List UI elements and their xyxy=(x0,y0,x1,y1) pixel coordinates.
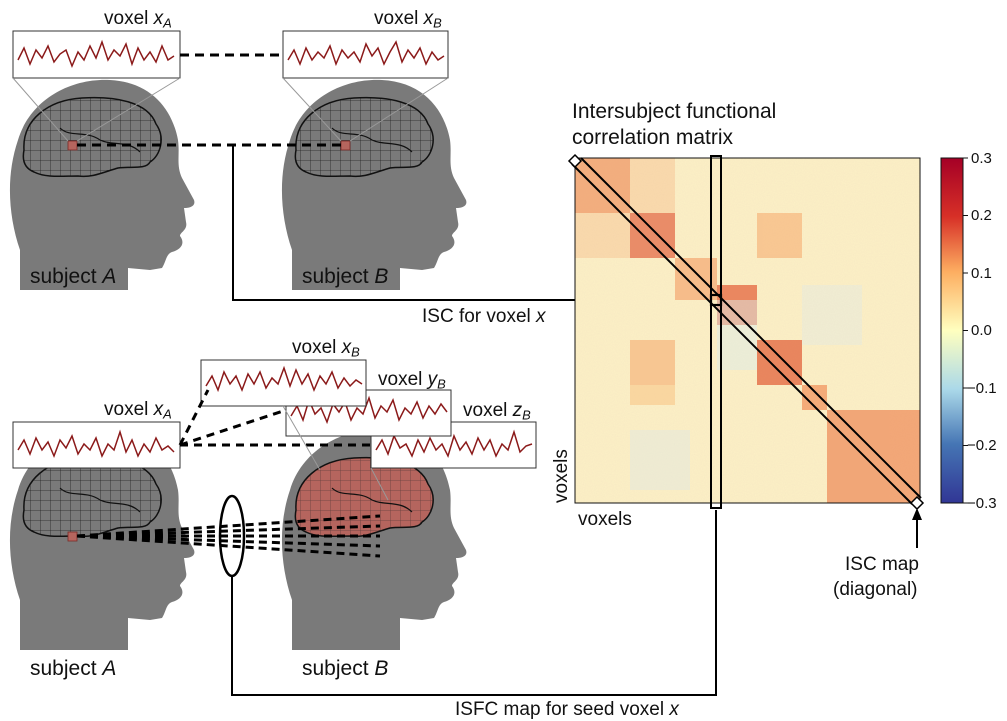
bottom-panel xyxy=(9,359,717,696)
trace-box-xb xyxy=(200,359,367,407)
voxel-square-a-bottom xyxy=(67,531,78,542)
isfc-matrix xyxy=(567,153,925,548)
isc-map-label-line2: (diagonal) xyxy=(833,579,918,600)
colorbar-gradient xyxy=(940,157,964,504)
trace-box-a-bottom xyxy=(12,421,181,469)
label-voxel-xa-bottom: voxel xA xyxy=(104,399,172,422)
label-voxel-yb: voxel yB xyxy=(378,369,446,392)
matrix-x-axis-label: voxels xyxy=(578,509,632,530)
trace-a-top xyxy=(17,39,175,69)
label-voxel-xa-top: voxel xA xyxy=(104,8,172,31)
callout-a-top-l xyxy=(12,77,69,142)
seed-fan xyxy=(76,514,381,558)
brain-fold-b-top xyxy=(331,127,413,153)
colorbar-tick-0: 0.3 xyxy=(971,150,992,167)
callout-a-top-r xyxy=(76,77,181,142)
colorbar-tick-marks xyxy=(963,157,968,504)
callout-b-top-r xyxy=(349,77,449,142)
matrix-diagonal-line-2 xyxy=(580,157,922,499)
matrix-frame xyxy=(574,157,921,504)
trace-a-bottom xyxy=(17,429,175,459)
label-subject-a-bottom: subject A xyxy=(30,657,117,680)
brain-fold-b-bottom xyxy=(331,487,413,513)
trace-xb xyxy=(205,365,363,393)
colorbar-tick-5: −0.2 xyxy=(967,437,997,454)
isfc-connector xyxy=(231,510,717,696)
callout-b-bottom-2 xyxy=(370,467,389,501)
colorbar-tick-4: −0.1 xyxy=(967,380,997,397)
matrix-isc-cell xyxy=(709,293,723,307)
matrix-blocks xyxy=(575,158,920,503)
isc-map-label-line1: ISC map xyxy=(845,554,919,575)
colorbar-tick-2: 0.1 xyxy=(971,265,992,282)
label-voxel-xb-bottom: voxel xB xyxy=(292,337,360,360)
voxel-square-a-top xyxy=(67,140,78,151)
callout-b-top-l xyxy=(282,77,342,142)
trace-zb xyxy=(375,429,533,459)
colorbar-tick-1: 0.2 xyxy=(971,207,992,224)
brain-subject-b-top xyxy=(294,96,434,178)
trace-box-a-top xyxy=(12,30,181,79)
matrix-diagonal-start xyxy=(567,153,583,169)
colorbar xyxy=(940,157,968,504)
isc-connector xyxy=(232,145,575,301)
matrix-y-axis-label: voxels xyxy=(551,449,572,503)
colorbar-tick-3: 0.0 xyxy=(971,322,992,339)
label-subject-a-top: subject A xyxy=(30,265,117,288)
label-subject-b-bottom: subject B xyxy=(302,657,389,680)
trace-box-b-top xyxy=(282,30,449,79)
label-isc-for-voxel: ISC for voxel x xyxy=(422,306,546,327)
brain-subject-a-top xyxy=(22,96,162,178)
brain-b-bottom-grid xyxy=(295,457,434,537)
top-panel xyxy=(9,30,575,301)
dashed-trace-ax-yb xyxy=(179,408,287,447)
voxel-square-b-top xyxy=(340,140,351,151)
matrix-title-line1: Intersubject functional xyxy=(572,100,777,123)
dashed-trace-ax-xb xyxy=(178,389,210,446)
trace-b-top xyxy=(287,40,445,67)
label-voxel-zb: voxel zB xyxy=(463,400,531,423)
brain-subject-a-bottom xyxy=(22,456,162,538)
isc-map-arrow-head xyxy=(912,508,922,520)
matrix-seed-column xyxy=(710,155,722,509)
brain-fold-a-bottom xyxy=(59,487,141,513)
label-voxel-xb-top: voxel xB xyxy=(374,8,442,31)
callout-b-bottom-1 xyxy=(282,405,321,471)
label-isfc-map: ISFC map for seed voxel x xyxy=(455,699,679,720)
colorbar-tick-6: −0.3 xyxy=(967,495,997,512)
matrix-diagonal-line-1 xyxy=(571,163,913,505)
label-subject-b-top: subject B xyxy=(302,265,389,288)
trace-yb xyxy=(290,395,448,425)
matrix-title-line2: correlation matrix xyxy=(572,126,734,149)
